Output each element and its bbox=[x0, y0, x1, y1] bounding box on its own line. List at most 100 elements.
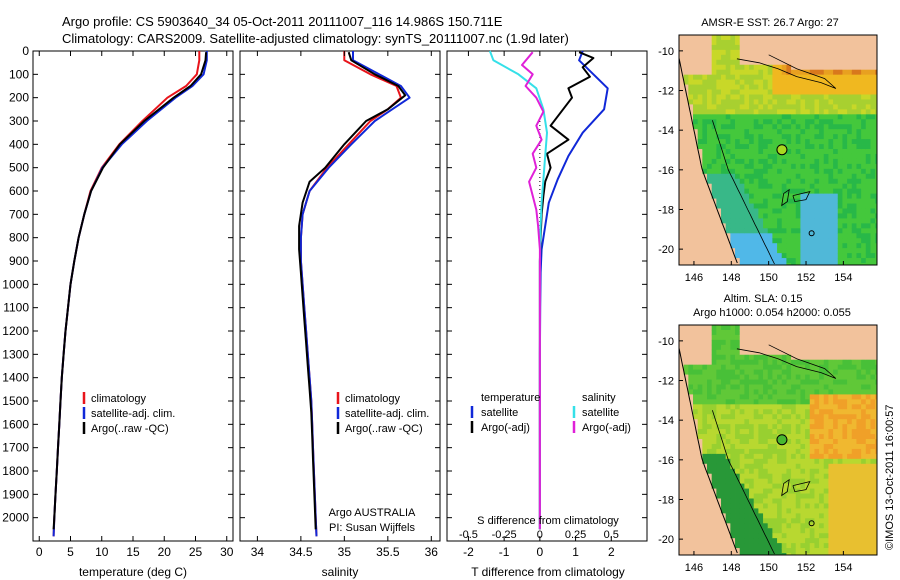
map-grid-cell bbox=[828, 94, 834, 100]
map-grid-cell bbox=[758, 59, 764, 66]
map-grid-cell bbox=[795, 99, 801, 105]
map-grid-cell bbox=[842, 134, 848, 140]
map-grid-cell bbox=[749, 223, 755, 229]
map-grid-cell bbox=[744, 153, 750, 160]
map-grid-cell bbox=[767, 59, 773, 66]
map-grid-cell bbox=[861, 359, 867, 366]
map-grid-cell bbox=[679, 448, 685, 455]
map-grid-cell bbox=[777, 238, 783, 244]
map-grid-cell bbox=[800, 493, 806, 499]
map-grid-cell bbox=[702, 248, 708, 254]
argo-position-marker bbox=[776, 434, 788, 446]
map-grid-cell bbox=[791, 458, 797, 465]
map-grid-cell bbox=[711, 69, 717, 76]
map-grid-cell bbox=[730, 478, 736, 485]
map-grid-cell bbox=[758, 424, 764, 430]
y-tick-label: 500 bbox=[9, 161, 29, 175]
map-grid-cell bbox=[819, 183, 825, 190]
map-grid-cell bbox=[739, 139, 745, 145]
map-grid-cell bbox=[823, 253, 829, 259]
map-grid-cell bbox=[758, 359, 764, 366]
map-grid-cell bbox=[688, 144, 694, 150]
map-grid-cell bbox=[688, 99, 694, 105]
map-grid-cell bbox=[814, 404, 820, 410]
map-grid-cell bbox=[847, 369, 853, 375]
map-grid-cell bbox=[795, 329, 801, 336]
map-grid-cell bbox=[809, 538, 815, 544]
map-grid-cell bbox=[851, 344, 857, 351]
salinity-panel: 34 34.5 35 35.5 36 salinity climatology sate… bbox=[239, 50, 441, 579]
map-grid-cell bbox=[870, 218, 876, 224]
map-grid-cell bbox=[833, 468, 839, 475]
map-grid-cell bbox=[777, 538, 783, 544]
map-grid-cell bbox=[753, 84, 759, 90]
map-grid-cell bbox=[842, 389, 848, 395]
map-grid-cell bbox=[697, 483, 703, 489]
map-grid-cell bbox=[875, 553, 877, 555]
map-grid-cell bbox=[749, 149, 755, 155]
map-grid-cell bbox=[772, 39, 778, 46]
map-grid-cell bbox=[851, 109, 857, 115]
map-grid-cell bbox=[707, 198, 713, 204]
map-grid-cell bbox=[781, 203, 787, 209]
map-grid-cell bbox=[683, 248, 689, 254]
map-grid-cell bbox=[819, 54, 825, 61]
map-grid-cell bbox=[842, 203, 848, 209]
map-grid-cell bbox=[749, 325, 755, 331]
map-grid-cell bbox=[763, 168, 769, 175]
map-grid-cell bbox=[697, 109, 703, 115]
map-grid-cell bbox=[851, 553, 857, 555]
map-grid-cell bbox=[739, 238, 745, 244]
map-grid-cell bbox=[688, 543, 694, 549]
map-grid-cell bbox=[744, 139, 750, 145]
map-grid-cell bbox=[767, 178, 773, 185]
map-grid-cell bbox=[819, 149, 825, 155]
map-grid-cell bbox=[763, 263, 769, 265]
map-grid-cell bbox=[791, 468, 797, 475]
map-grid-cell bbox=[716, 329, 722, 336]
map-grid-cell bbox=[800, 183, 806, 190]
map-grid-cell bbox=[683, 344, 689, 351]
map-grid-cell bbox=[865, 443, 871, 450]
map-grid-cell bbox=[711, 238, 717, 244]
map-grid-cell bbox=[679, 369, 685, 375]
map-grid-cell bbox=[679, 59, 685, 66]
map-grid-cell bbox=[749, 439, 755, 445]
map-grid-cell bbox=[707, 364, 713, 371]
map-grid-cell bbox=[842, 468, 848, 475]
map-grid-cell bbox=[800, 158, 806, 165]
map-grid-cell bbox=[772, 218, 778, 224]
map-grid-cell bbox=[725, 144, 731, 150]
map-grid-cell bbox=[781, 218, 787, 224]
map-grid-cell bbox=[707, 369, 713, 375]
map-grid-cell bbox=[837, 44, 843, 51]
map-grid-cell bbox=[730, 503, 736, 509]
map-grid-cell bbox=[711, 158, 717, 165]
map-grid-cell bbox=[702, 329, 708, 336]
map-grid-cell bbox=[781, 379, 787, 385]
map-grid-cell bbox=[730, 349, 736, 356]
map-grid-cell bbox=[777, 389, 783, 395]
map-grid-cell bbox=[758, 419, 764, 425]
map-grid-cell bbox=[781, 74, 787, 81]
map-grid-cell bbox=[856, 424, 862, 430]
map-grid-cell bbox=[730, 173, 736, 180]
map-grid-cell bbox=[763, 463, 769, 470]
map-grid-cell bbox=[791, 478, 797, 485]
map-grid-cell bbox=[716, 334, 722, 341]
map-grid-cell bbox=[814, 538, 820, 544]
map-grid-cell bbox=[772, 533, 778, 539]
map-grid-cell bbox=[847, 503, 853, 509]
map-grid-cell bbox=[800, 233, 806, 239]
map-grid-cell bbox=[865, 119, 871, 125]
map-grid-cell bbox=[693, 119, 699, 125]
map-grid-cell bbox=[851, 404, 857, 410]
map-grid-cell bbox=[679, 518, 685, 524]
map-grid-cell bbox=[721, 463, 727, 470]
map-grid-cell bbox=[735, 448, 741, 455]
map-grid-cell bbox=[702, 59, 708, 66]
map-grid-cell bbox=[823, 39, 829, 46]
map-grid-cell bbox=[777, 548, 783, 554]
map-grid-cell bbox=[697, 523, 703, 529]
map-grid-cell bbox=[837, 508, 843, 514]
